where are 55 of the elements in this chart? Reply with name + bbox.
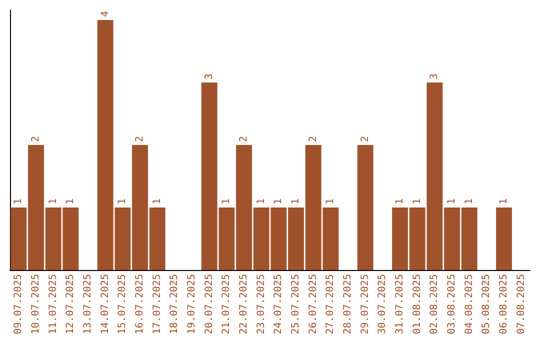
data-label: 1 (13, 198, 24, 204)
data-label: 1 (117, 198, 128, 204)
data-label: 2 (360, 136, 371, 142)
x-tick-label: 15.07.2025 (117, 274, 128, 334)
data-label: 1 (152, 198, 163, 204)
data-label: 1 (273, 198, 284, 204)
data-label: 1 (221, 198, 232, 204)
x-tick-label: 14.07.2025 (100, 274, 111, 334)
bar (496, 208, 512, 270)
x-tick-label: 04.08.2025 (464, 274, 475, 334)
x-tick-label: 16.07.2025 (134, 274, 146, 334)
x-tick-label: 20.07.2025 (204, 274, 215, 334)
data-label: 1 (446, 198, 458, 204)
bar (357, 145, 374, 270)
x-tick-label: 26.07.2025 (308, 274, 319, 334)
data-label: 2 (30, 136, 42, 142)
x-tick-label: 06.08.2025 (498, 274, 510, 334)
data-label: 2 (308, 136, 319, 142)
x-tick-label: 10.07.2025 (30, 274, 42, 334)
x-tick-label: 12.07.2025 (65, 274, 76, 334)
data-label: 1 (48, 198, 59, 204)
data-label: 1 (412, 198, 423, 204)
x-tick-label: 28.07.2025 (342, 274, 354, 334)
data-label: 1 (325, 198, 336, 204)
x-tick-label: 27.07.2025 (325, 274, 336, 334)
data-label: 1 (394, 198, 406, 204)
x-tick-label: 05.08.2025 (481, 274, 492, 334)
data-label: 1 (290, 198, 302, 204)
x-tick-label: 02.08.2025 (429, 274, 440, 334)
data-label: 3 (204, 73, 215, 80)
data-label: 1 (65, 198, 76, 204)
x-tick-label: 09.07.2025 (13, 274, 24, 334)
x-tick-label: 22.07.2025 (238, 274, 250, 334)
x-tick-label: 17.07.2025 (152, 274, 163, 334)
data-label: 1 (498, 198, 510, 204)
x-tick-label: 01.08.2025 (412, 274, 423, 334)
x-tick-label: 03.08.2025 (446, 274, 458, 334)
x-tick-label: 31.07.2025 (394, 274, 406, 334)
data-label: 1 (464, 198, 475, 204)
x-tick-label: 23.07.2025 (256, 274, 267, 334)
x-tick-label: 18.07.2025 (169, 274, 180, 334)
x-tick-label: 11.07.2025 (48, 274, 59, 334)
x-tick-label: 21.07.2025 (221, 274, 232, 334)
x-tick-label: 30.07.2025 (377, 274, 388, 334)
data-label: 2 (238, 136, 250, 142)
x-tick-label: 19.07.2025 (186, 274, 198, 334)
data-label: 1 (256, 198, 267, 204)
x-tick-label: 24.07.2025 (273, 274, 284, 334)
data-label: 2 (134, 136, 146, 142)
data-label: 4 (100, 10, 111, 17)
x-tick-label: 29.07.2025 (360, 274, 371, 334)
x-tick-label: 25.07.2025 (290, 274, 302, 334)
x-tick-label: 13.07.2025 (82, 274, 94, 334)
data-label: 3 (429, 73, 440, 80)
x-tick-label: 07.08.2025 (516, 274, 527, 334)
